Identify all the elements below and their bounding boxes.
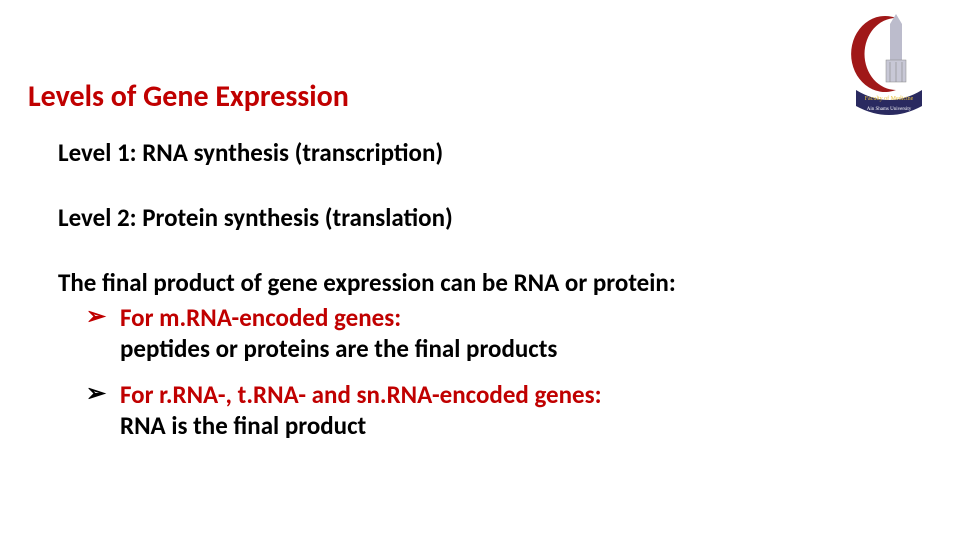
obelisk-tip	[890, 14, 902, 24]
bullet-tail: peptides or proteins are the final produ…	[120, 333, 932, 364]
bullet-marker-icon: ➢	[86, 302, 106, 332]
slide-container: Faculty of Medicine Ain Shams University…	[0, 0, 960, 540]
slide-title: Levels of Gene Expression	[28, 78, 932, 115]
level-1-text: Level 1: RNA synthesis (transcription)	[58, 137, 932, 168]
bullet-item: ➢ For r.RNA-, t.RNA- and sn.RNA-encoded …	[58, 379, 932, 442]
final-product-intro: The final product of gene expression can…	[58, 267, 932, 298]
bullet-head: For r.RNA-, t.RNA- and sn.RNA-encoded ge…	[120, 379, 602, 410]
bullet-item: ➢ For m.RNA-encoded genes: peptides or p…	[58, 302, 932, 365]
bullet-marker-icon: ➢	[86, 379, 106, 409]
banner-text-top: Faculty of Medicine	[865, 95, 914, 102]
level-2-text: Level 2: Protein synthesis (translation)	[58, 202, 932, 233]
banner-text-bottom: Ain Shams University	[867, 107, 912, 112]
content-area: Level 1: RNA synthesis (transcription) L…	[28, 137, 932, 441]
bullet-head: For m.RNA-encoded genes:	[120, 302, 401, 333]
bullet-tail: RNA is the final product	[120, 410, 932, 441]
university-logo: Faculty of Medicine Ain Shams University	[848, 10, 930, 120]
